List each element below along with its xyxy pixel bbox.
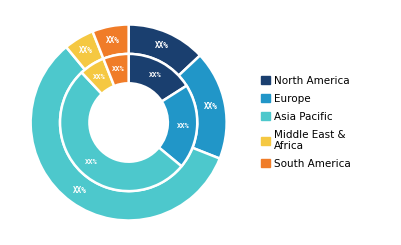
Wedge shape (178, 55, 226, 159)
Text: XX%: XX% (155, 41, 168, 50)
Text: XX%: XX% (148, 72, 161, 78)
Text: XX%: XX% (85, 159, 97, 165)
Wedge shape (30, 47, 219, 220)
Text: XX%: XX% (79, 46, 93, 55)
Text: XX%: XX% (203, 102, 217, 111)
Text: XX%: XX% (72, 186, 86, 195)
Wedge shape (60, 73, 181, 191)
Text: XX%: XX% (176, 123, 189, 129)
Wedge shape (128, 24, 200, 75)
Legend: North America, Europe, Asia Pacific, Middle East &
Africa, South America: North America, Europe, Asia Pacific, Mid… (261, 76, 350, 169)
Wedge shape (128, 54, 186, 101)
Wedge shape (158, 86, 197, 166)
Wedge shape (81, 59, 114, 94)
Wedge shape (66, 31, 103, 70)
Wedge shape (103, 54, 128, 86)
Text: XX%: XX% (93, 74, 105, 80)
Text: XX%: XX% (106, 36, 119, 45)
Text: XX%: XX% (112, 66, 125, 72)
Wedge shape (92, 24, 128, 59)
